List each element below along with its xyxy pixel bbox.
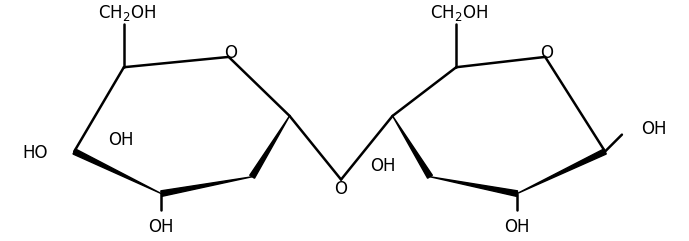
Text: O: O (335, 180, 347, 198)
Polygon shape (73, 149, 161, 194)
Polygon shape (517, 149, 606, 194)
Polygon shape (161, 177, 252, 196)
Text: OH: OH (641, 120, 666, 138)
Text: OH: OH (504, 218, 530, 236)
Text: O: O (541, 44, 553, 62)
Text: OH: OH (371, 156, 396, 174)
Text: CH$_2$OH: CH$_2$OH (430, 3, 488, 23)
Text: O: O (224, 44, 237, 62)
Polygon shape (249, 116, 289, 178)
Text: OH: OH (149, 218, 174, 236)
Polygon shape (393, 116, 433, 178)
Text: HO: HO (23, 144, 48, 162)
Text: CH$_2$OH: CH$_2$OH (98, 3, 156, 23)
Text: OH: OH (108, 131, 134, 149)
Polygon shape (430, 177, 517, 196)
